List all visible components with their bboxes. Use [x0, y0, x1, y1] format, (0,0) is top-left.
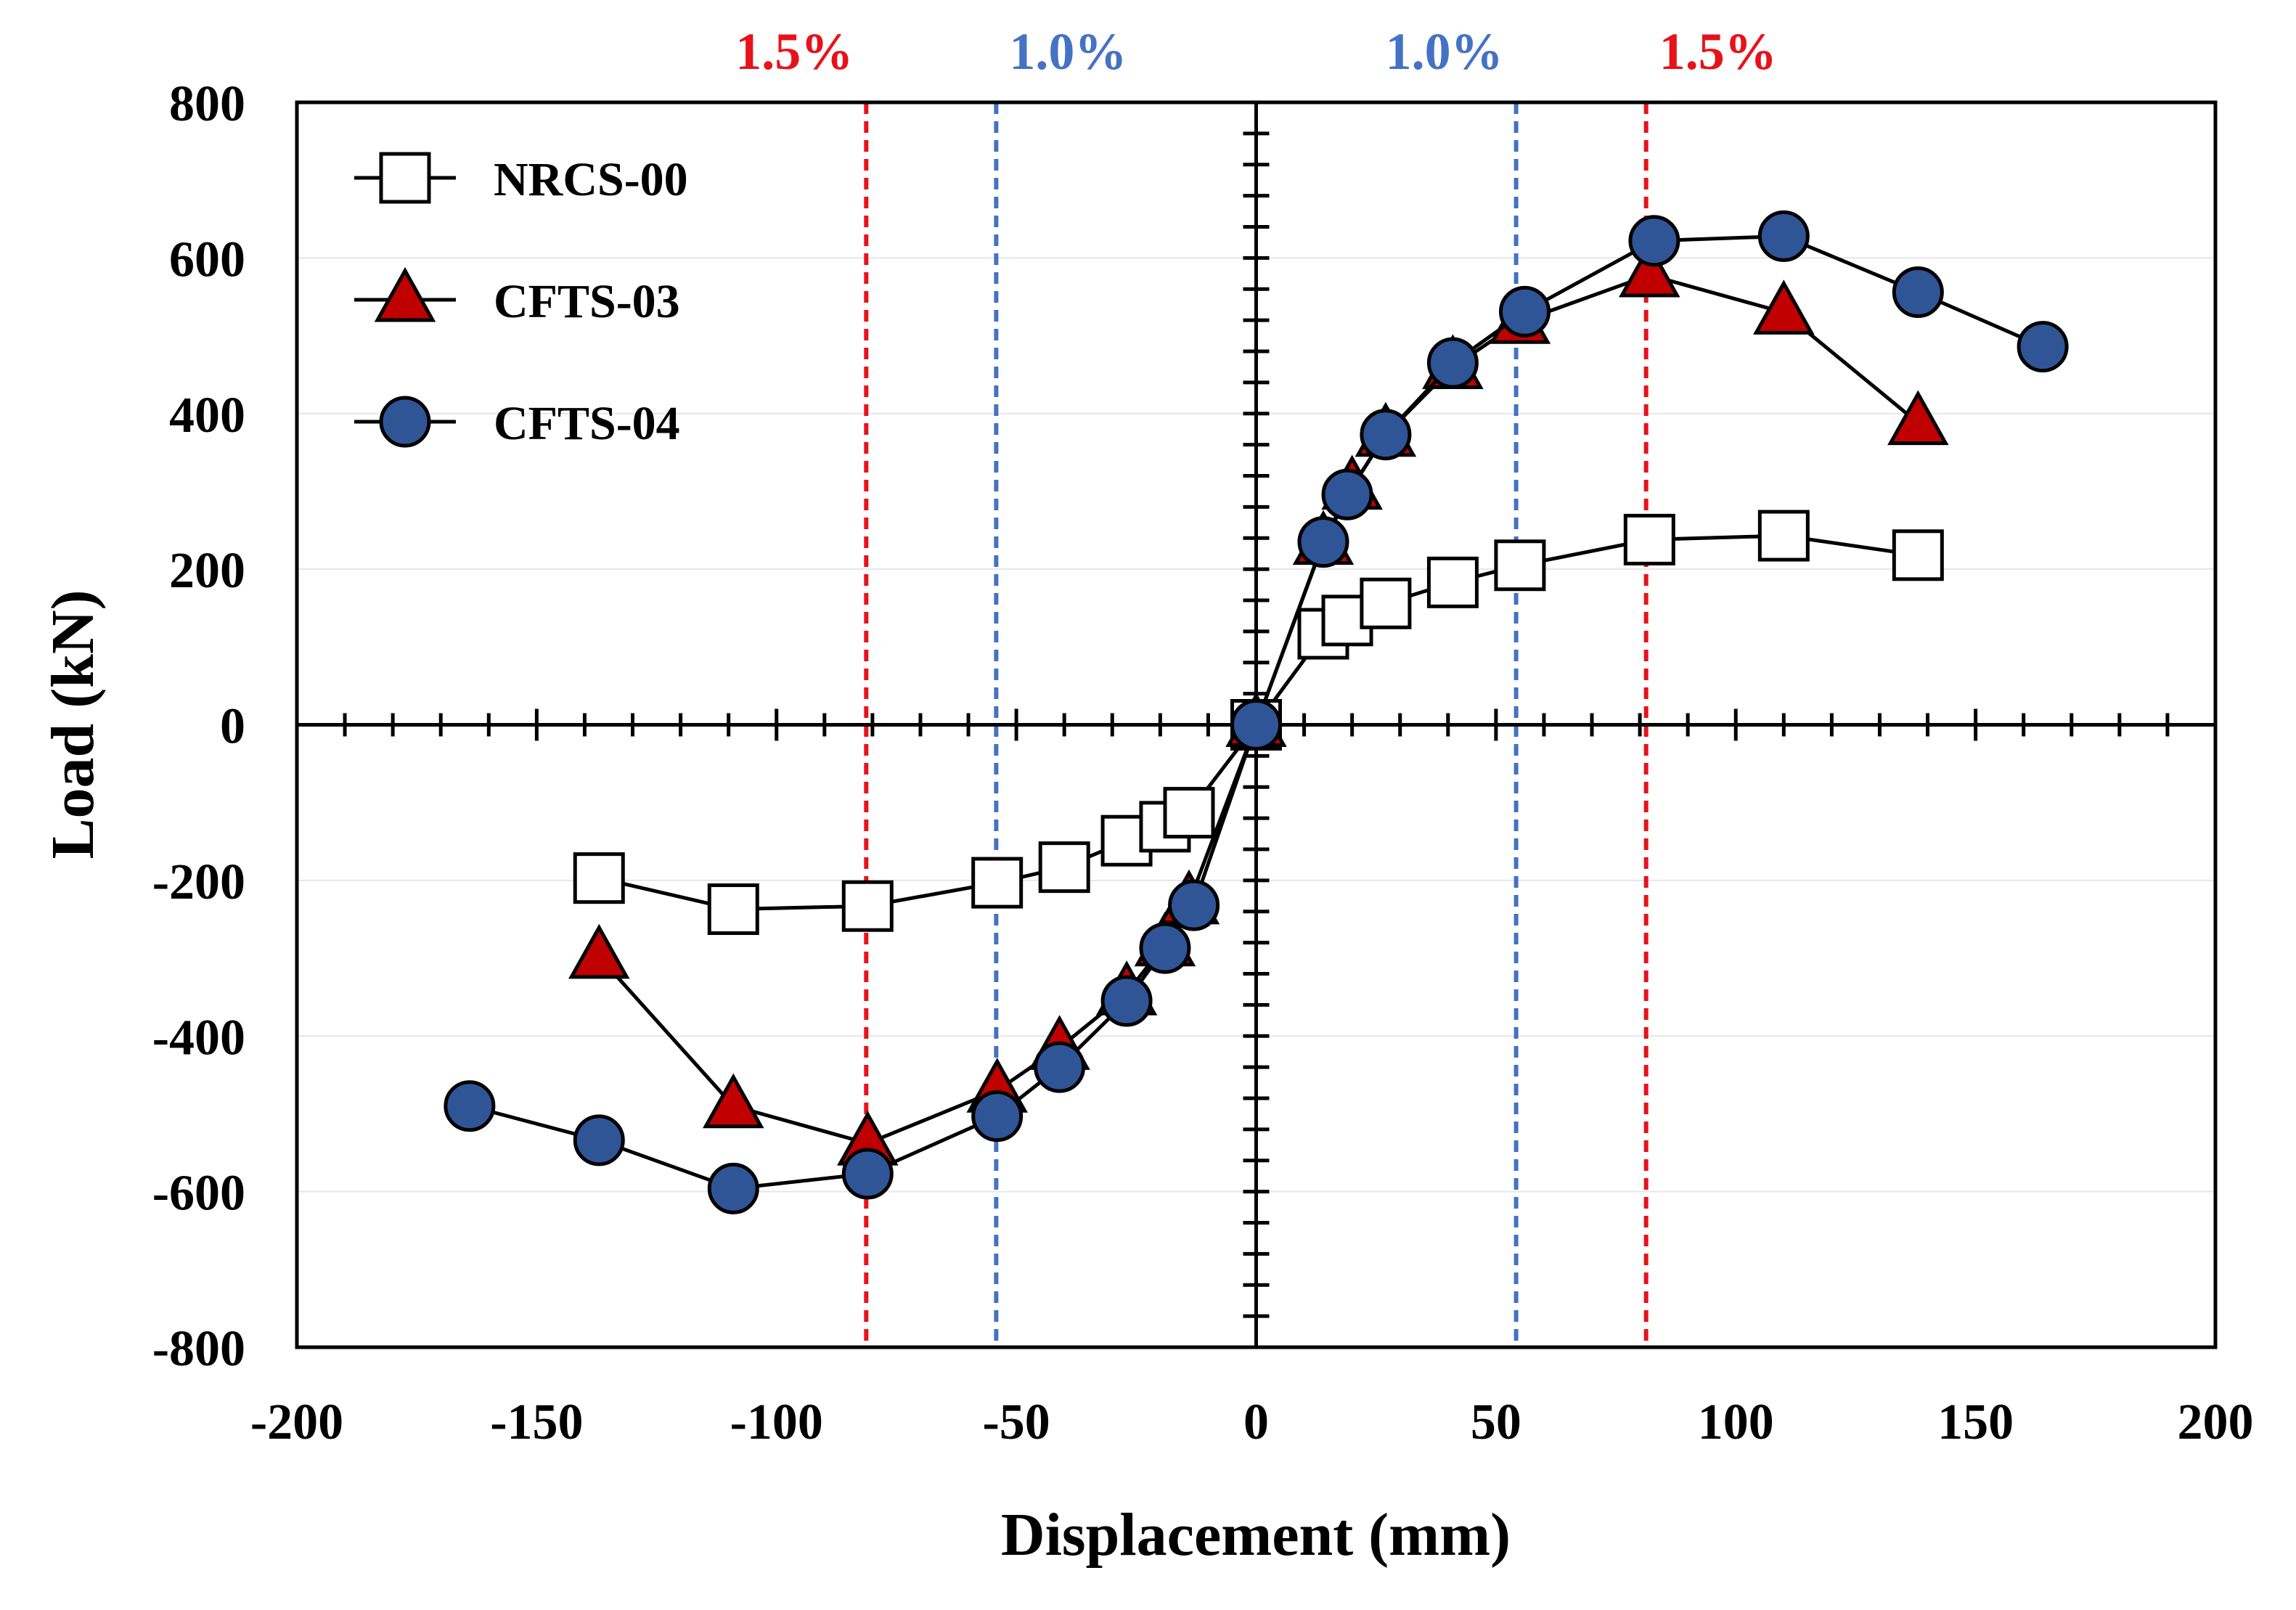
reference-line-label: 1.5%	[1659, 23, 1777, 81]
data-point-nrcs-00	[841, 880, 894, 932]
data-point-cfts-04	[1499, 285, 1551, 338]
data-point-cfts-04	[841, 1148, 894, 1200]
data-point-cfts-04	[1628, 215, 1680, 267]
legend-marker-nrcs-00	[379, 152, 431, 204]
x-tick-label: -50	[982, 1394, 1050, 1450]
data-point-cfts-04	[1230, 699, 1282, 751]
y-tick-label: -600	[152, 1166, 245, 1222]
data-point-cfts-03	[1619, 242, 1680, 298]
legend-label-cfts-04: CFTS-04	[494, 397, 680, 450]
data-point-cfts-04	[2017, 321, 2069, 373]
legend-label-cfts-03: CFTS-03	[494, 275, 680, 328]
data-point-cfts-04	[1100, 975, 1153, 1027]
data-point-nrcs-00	[1426, 556, 1479, 608]
data-point-nrcs-00	[1892, 529, 1944, 581]
tick-labels: -200 -150 -100 -50 0 50 100 150 200 -800 -600 -400 -…	[152, 76, 2254, 1450]
data-point-nrcs-00	[971, 857, 1024, 909]
x-tick-label: 150	[1937, 1394, 2014, 1450]
data-point-cfts-04	[971, 1090, 1024, 1143]
x-tick-label: -150	[490, 1394, 583, 1450]
y-tick-label: 400	[169, 388, 245, 444]
y-tick-label: -200	[152, 854, 245, 910]
data-point-cfts-04	[1034, 1041, 1086, 1093]
legend-entry-cfts-04: CFTS-04	[354, 396, 680, 450]
y-tick-label: 0	[220, 699, 245, 755]
data-point-cfts-04	[707, 1162, 759, 1214]
data-point-cfts-04	[1360, 409, 1412, 461]
y-tick-label: 800	[169, 76, 245, 132]
series-nrcs-00	[573, 510, 1944, 936]
data-point-cfts-04	[1426, 337, 1479, 389]
data-point-nrcs-00	[1163, 787, 1215, 839]
data-point-cfts-04	[573, 1114, 625, 1166]
legend: NRCS-00 CFTS-03 CFTS-04	[354, 152, 688, 450]
data-point-nrcs-00	[1623, 513, 1675, 565]
legend-marker-cfts-04	[379, 396, 431, 448]
reference-line-label: 1.0%	[1386, 23, 1503, 81]
axes	[297, 102, 2215, 1347]
y-tick-label: -800	[152, 1321, 245, 1377]
x-axis-title: Displacement (mm)	[1001, 1501, 1511, 1569]
y-tick-label: 200	[169, 543, 245, 599]
legend-label-nrcs-00: NRCS-00	[494, 153, 688, 206]
y-axis-title: Load (kN)	[39, 589, 107, 859]
x-tick-label: 100	[1698, 1394, 1774, 1450]
x-tick-label: -100	[730, 1394, 823, 1450]
data-point-nrcs-00	[1360, 577, 1412, 629]
data-point-nrcs-00	[573, 852, 625, 904]
data-point-cfts-03	[703, 1073, 764, 1129]
x-tick-label: 200	[2178, 1394, 2254, 1450]
data-point-nrcs-00	[1038, 841, 1090, 894]
data-point-cfts-04	[1168, 879, 1220, 931]
data-point-cfts-03	[568, 923, 630, 979]
data-point-cfts-04	[1297, 516, 1349, 568]
data-point-cfts-04	[1321, 468, 1373, 520]
data-point-nrcs-00	[1757, 510, 1810, 562]
data-point-cfts-04	[1892, 266, 1944, 319]
data-point-cfts-04	[1139, 922, 1191, 974]
legend-entry-nrcs-00: NRCS-00	[354, 152, 688, 206]
x-tick-label: -200	[250, 1394, 343, 1450]
data-point-cfts-04	[1757, 210, 1810, 262]
data-series	[444, 210, 2069, 1214]
x-tick-label: 0	[1243, 1394, 1269, 1450]
reference-lines: 1.5% 1.0% 1.0% 1.5%	[735, 23, 1777, 1347]
legend-entry-cfts-03: CFTS-03	[354, 266, 680, 328]
series-cfts-04	[444, 210, 2069, 1214]
y-tick-label: 600	[169, 232, 245, 287]
data-point-nrcs-00	[1494, 539, 1546, 592]
data-point-cfts-04	[444, 1080, 496, 1132]
reference-line-label: 1.5%	[735, 23, 853, 81]
legend-marker-cfts-03	[374, 266, 436, 322]
data-point-cfts-03	[1887, 390, 1949, 446]
plot-area-frame	[295, 100, 2218, 1349]
data-point-cfts-03	[1753, 279, 1815, 335]
reference-line-label: 1.0%	[1009, 23, 1127, 81]
y-tick-label: -400	[152, 1010, 245, 1066]
data-point-nrcs-00	[707, 883, 759, 936]
x-tick-label: 50	[1471, 1394, 1521, 1450]
